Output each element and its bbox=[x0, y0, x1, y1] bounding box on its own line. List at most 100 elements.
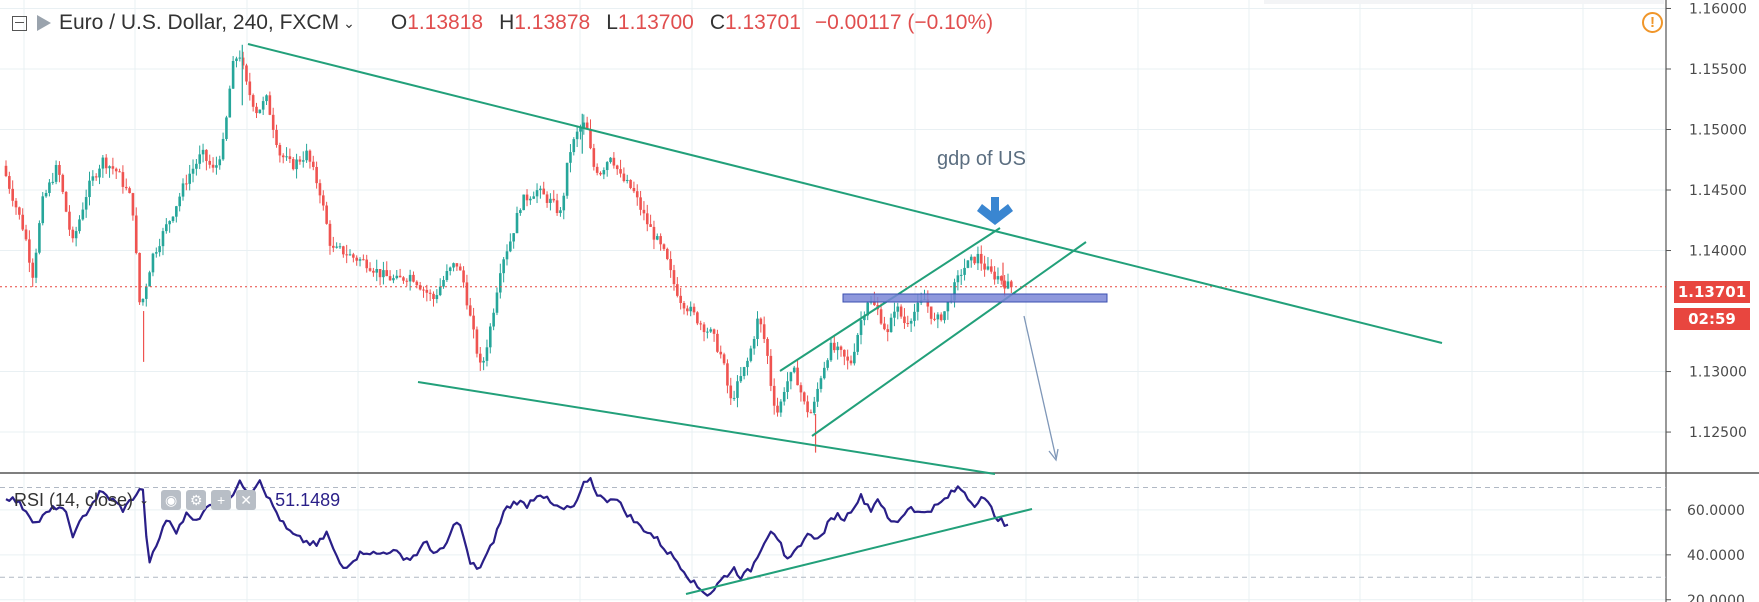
candle-body bbox=[285, 156, 288, 158]
candle-body bbox=[896, 306, 900, 312]
candle-body bbox=[438, 286, 442, 296]
collapse-icon[interactable] bbox=[12, 15, 27, 31]
candle-body bbox=[18, 207, 21, 215]
descending-resistance-line bbox=[247, 43, 1443, 344]
candle-body bbox=[408, 274, 412, 282]
candle-body bbox=[445, 271, 449, 280]
down-arrow-icon bbox=[977, 197, 1013, 225]
candle-body bbox=[171, 216, 175, 222]
symbol-title[interactable]: Euro / U.S. Dollar, 240, FXCM bbox=[59, 11, 340, 34]
candle-body bbox=[362, 259, 365, 261]
candle-body bbox=[175, 206, 178, 217]
candle-body bbox=[766, 338, 769, 356]
candle-body bbox=[622, 173, 626, 182]
candle-body bbox=[468, 305, 472, 316]
candle-body bbox=[104, 157, 108, 169]
candle-body bbox=[776, 405, 779, 413]
candle-body bbox=[1006, 281, 1010, 289]
candle-body bbox=[215, 165, 218, 168]
candle-body bbox=[465, 282, 469, 306]
candle-body bbox=[642, 209, 646, 214]
drawings[interactable] bbox=[247, 43, 1443, 595]
candle-body bbox=[221, 138, 225, 160]
candle-body bbox=[64, 191, 68, 212]
candle-body bbox=[769, 355, 773, 386]
candle-body bbox=[572, 139, 576, 153]
candle-body bbox=[211, 164, 215, 168]
candle-body bbox=[114, 168, 118, 172]
candle-body bbox=[749, 348, 753, 361]
chevron-down-icon[interactable]: ⌄ bbox=[343, 14, 355, 31]
candle-body bbox=[859, 320, 863, 335]
candle-body bbox=[168, 221, 171, 225]
candle-body bbox=[428, 292, 432, 294]
rsi-tick-label: 60.0000 bbox=[1687, 503, 1745, 519]
candle-body bbox=[816, 388, 819, 402]
candle-body bbox=[996, 276, 1000, 280]
candle-body bbox=[672, 270, 676, 285]
candle-body bbox=[579, 127, 582, 132]
candle-body bbox=[662, 244, 666, 249]
candle-body bbox=[726, 363, 729, 386]
candle-body bbox=[732, 397, 736, 399]
candle-body bbox=[111, 166, 115, 169]
candle-body bbox=[8, 176, 11, 189]
chevron-down-icon[interactable]: ⌄ bbox=[139, 493, 150, 507]
candle-body bbox=[599, 172, 602, 175]
candle-body bbox=[328, 223, 332, 246]
rsi-title[interactable]: RSI (14, close) bbox=[14, 489, 134, 510]
close-icon[interactable]: ✕ bbox=[236, 490, 257, 510]
candle-body bbox=[238, 57, 242, 59]
warning-icon[interactable]: ! bbox=[1642, 12, 1663, 33]
candle-body bbox=[639, 197, 642, 210]
close-value: 1.13701 bbox=[724, 11, 801, 34]
candle-body bbox=[802, 392, 806, 402]
candle-body bbox=[956, 275, 960, 283]
candle-body bbox=[138, 252, 141, 303]
candle-body bbox=[31, 262, 35, 278]
price-axis[interactable]: 1.16000 1.15500 1.15000 1.14500 1.14000 1.130… bbox=[1666, 1, 1747, 602]
plus-icon[interactable]: + bbox=[211, 490, 232, 510]
candle-body bbox=[649, 224, 652, 227]
candle-body bbox=[448, 267, 452, 272]
candle-body bbox=[14, 200, 18, 208]
candle-body bbox=[235, 58, 238, 61]
candle-body bbox=[358, 259, 362, 261]
candle-body bbox=[388, 276, 392, 281]
candle-body bbox=[709, 329, 713, 332]
candle-body bbox=[899, 306, 903, 317]
candle-body bbox=[913, 311, 916, 321]
rsi-tick-label: 20.0000 bbox=[1687, 593, 1745, 602]
low-value: 1.13700 bbox=[617, 11, 694, 34]
candle-body bbox=[966, 260, 970, 268]
candle-body bbox=[101, 157, 105, 169]
gear-icon[interactable]: ⚙ bbox=[186, 490, 207, 510]
candle-body bbox=[625, 179, 629, 182]
candle-body bbox=[873, 300, 876, 306]
candle-body bbox=[1003, 280, 1006, 289]
candle-body bbox=[789, 372, 793, 382]
candle-body bbox=[321, 195, 325, 206]
candle-body bbox=[161, 231, 165, 247]
candle-body bbox=[889, 317, 893, 333]
candle-body bbox=[355, 257, 358, 261]
candle-body bbox=[839, 346, 843, 350]
candle-body bbox=[134, 215, 138, 253]
candle-body bbox=[154, 252, 158, 254]
candle-body bbox=[856, 334, 859, 352]
candle-body bbox=[742, 367, 746, 377]
candle-body bbox=[188, 173, 191, 184]
annotation-text[interactable]: gdp of US bbox=[937, 148, 1026, 170]
candle-body bbox=[652, 226, 656, 240]
candle-body bbox=[94, 176, 98, 178]
price-tick-label: 1.12500 bbox=[1689, 425, 1747, 441]
candle-body bbox=[729, 385, 733, 399]
candle-body bbox=[666, 248, 669, 260]
candle-body bbox=[121, 172, 125, 187]
candle-body bbox=[929, 306, 933, 319]
candle-body bbox=[124, 186, 128, 189]
candle-body bbox=[58, 165, 61, 175]
candle-body bbox=[372, 270, 375, 273]
eye-icon[interactable]: ◉ bbox=[161, 490, 182, 510]
